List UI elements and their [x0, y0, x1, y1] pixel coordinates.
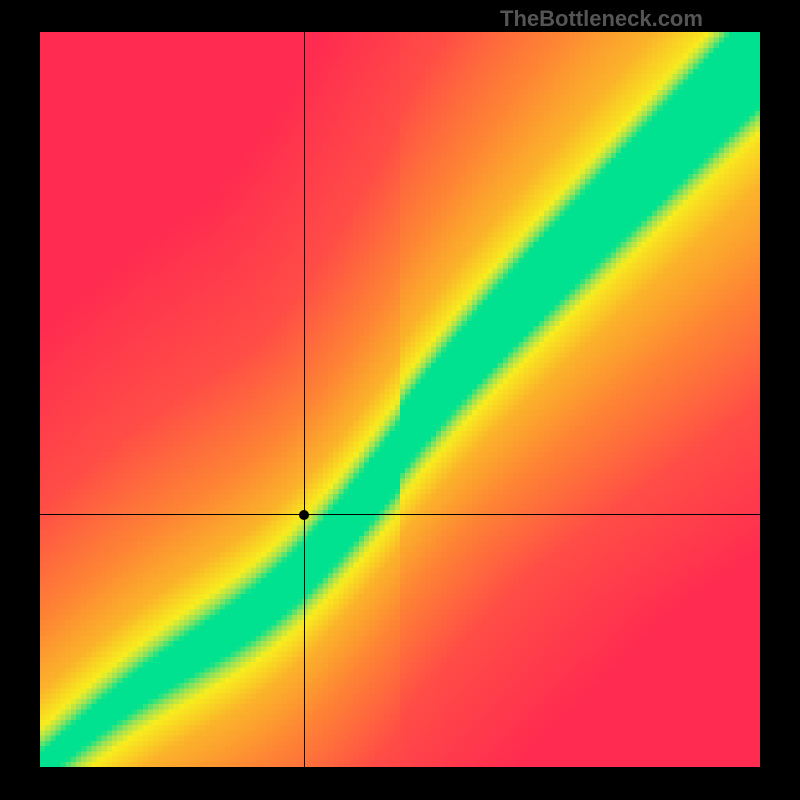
chart-container: TheBottleneck.com	[0, 0, 800, 800]
crosshair-vertical	[304, 32, 305, 767]
crosshair-horizontal	[40, 514, 760, 515]
bottleneck-heatmap	[40, 32, 760, 767]
watermark-text: TheBottleneck.com	[500, 6, 703, 32]
